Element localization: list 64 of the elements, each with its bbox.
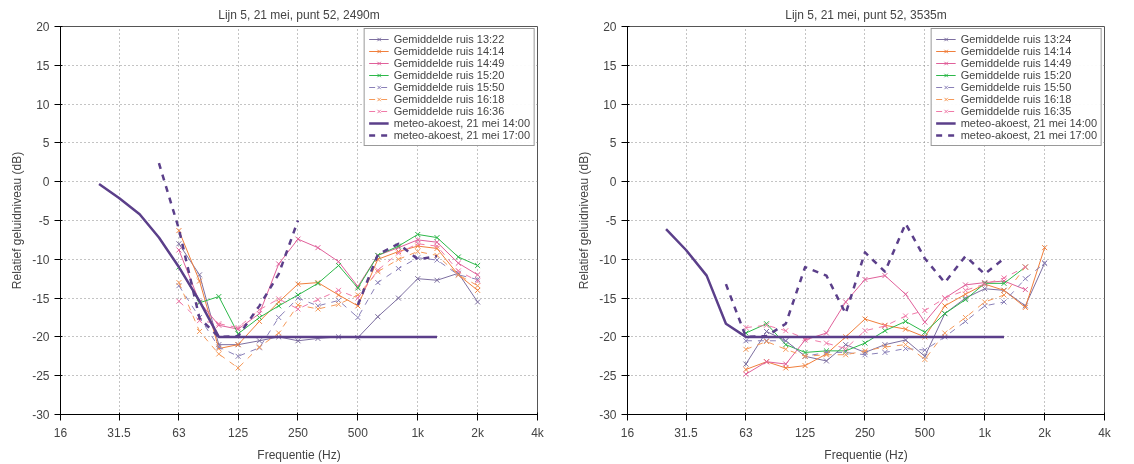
chart-title: Lijn 5, 21 mei, punt 52, 3535m (785, 7, 947, 22)
legend-label: Gemiddelde ruis 13:22 (393, 33, 505, 45)
y-axis-title: Relatief geluidniveau (dB) (10, 151, 25, 290)
y-tick-label: 10 (36, 97, 50, 112)
y-tick-label: 20 (603, 20, 617, 34)
y-tick-label: 5 (42, 136, 50, 151)
y-tick-label: 15 (603, 58, 617, 73)
y-tick-label: -15 (32, 291, 50, 306)
x-tick-label: 500 (347, 425, 369, 440)
x-tick-label: 250 (854, 425, 876, 440)
legend-label: Gemiddelde ruis 16:18 (393, 93, 505, 105)
y-tick-label: -5 (605, 214, 617, 228)
x-tick-label: 125 (228, 425, 249, 440)
y-tick-label: 10 (603, 97, 617, 112)
x-tick-label: 31.5 (107, 425, 132, 440)
x-tick-label: 63 (739, 425, 753, 440)
y-tick-label: -20 (32, 330, 50, 345)
y-tick-label: 5 (609, 136, 617, 151)
legend-label: Gemiddelde ruis 16:36 (393, 105, 505, 117)
legend-label: Gemiddelde ruis 15:20 (393, 69, 505, 81)
legend-label: Gemiddelde ruis 15:50 (393, 81, 505, 93)
x-tick-label: 31.5 (674, 425, 699, 440)
x-tick-label: 250 (287, 425, 309, 440)
x-tick-label: 125 (795, 425, 816, 440)
legend-label: Gemiddelde ruis 15:20 (960, 69, 1072, 81)
legend-label: Gemiddelde ruis 14:14 (393, 45, 505, 57)
legend-label: meteo-akoest, 21 mei 14:00 (960, 117, 1097, 129)
legend-label: meteo-akoest, 21 mei 14:00 (393, 117, 530, 129)
y-tick-label: -30 (32, 408, 50, 422)
x-tick-label: 2k (471, 425, 485, 440)
x-tick-label: 16 (620, 425, 635, 440)
x-axis-title: Frequentie (Hz) (257, 447, 341, 462)
y-tick-label: 0 (609, 175, 617, 190)
y-tick-label: -20 (599, 330, 617, 345)
x-tick-label: 63 (172, 425, 186, 440)
x-tick-label: 1k (411, 425, 426, 440)
y-tick-label: -25 (32, 369, 50, 384)
legend-label: Gemiddelde ruis 16:35 (960, 105, 1072, 117)
x-tick-label: 2k (1038, 425, 1052, 440)
x-tick-label: 4k (1098, 425, 1112, 440)
legend-label: Gemiddelde ruis 16:18 (960, 93, 1072, 105)
x-tick-label: 1k (978, 425, 993, 440)
legend-label: Gemiddelde ruis 14:14 (960, 45, 1072, 57)
y-tick-label: -30 (599, 408, 617, 422)
legend-label: meteo-akoest, 21 mei 17:00 (393, 129, 530, 141)
legend-label: Gemiddelde ruis 13:24 (960, 33, 1072, 45)
y-tick-label: 0 (42, 175, 50, 190)
y-tick-label: 20 (36, 20, 50, 34)
y-tick-label: 15 (36, 58, 50, 73)
x-tick-label: 4k (531, 425, 545, 440)
y-tick-label: -5 (38, 214, 50, 228)
y-tick-label: -10 (599, 252, 617, 267)
legend-label: Gemiddelde ruis 15:50 (960, 81, 1072, 93)
x-tick-label: 16 (53, 425, 68, 440)
legend-label: meteo-akoest, 21 mei 17:00 (960, 129, 1097, 141)
x-axis-title: Frequentie (Hz) (824, 447, 908, 462)
y-tick-label: -25 (599, 369, 617, 384)
legend-label: Gemiddelde ruis 14:49 (393, 57, 505, 69)
y-tick-label: -10 (32, 252, 50, 267)
x-tick-label: 500 (914, 425, 936, 440)
y-axis-title: Relatief geluidniveau (dB) (577, 151, 592, 290)
legend-label: Gemiddelde ruis 14:49 (960, 57, 1072, 69)
y-tick-label: -15 (599, 291, 617, 306)
chart-title: Lijn 5, 21 mei, punt 52, 2490m (218, 7, 380, 22)
